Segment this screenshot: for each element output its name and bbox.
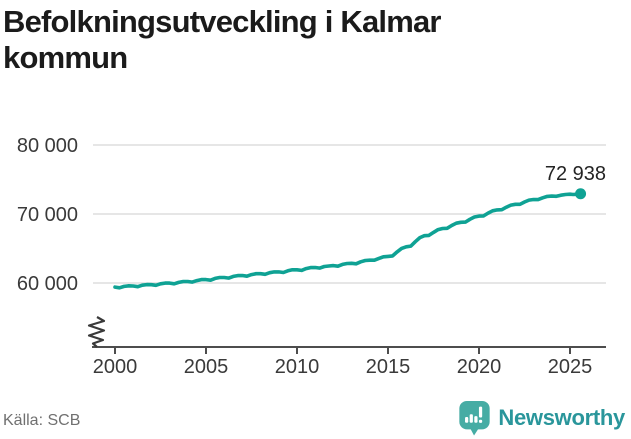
y-tick-label: 70 000: [17, 204, 78, 226]
chart-title: Befolkningsutveckling i Kalmar kommun: [3, 4, 441, 75]
x-tick-label: 2020: [457, 356, 502, 378]
source-label: Källa: SCB: [3, 412, 81, 429]
y-tick-label: 80 000: [17, 135, 78, 157]
x-tick-label: 2010: [275, 356, 320, 378]
newsworthy-chart-bubble-icon: [459, 400, 491, 436]
series-line: [113, 191, 583, 290]
y-tick-label: 60 000: [17, 273, 78, 295]
x-tick-label: 2005: [184, 356, 229, 378]
y-axis-labels: 60 000 70 000 80 000: [17, 135, 78, 295]
end-point-group: 72 938: [545, 163, 606, 200]
newsworthy-logo[interactable]: Newsworthy: [458, 400, 625, 436]
axis-break-icon: [87, 316, 106, 348]
end-point-dot: [575, 188, 587, 200]
series-line-group: [113, 191, 583, 290]
x-tick-label: 2025: [548, 356, 593, 378]
x-axis: 2000 2005 2010 2015 2020 2025: [92, 346, 606, 378]
newsworthy-logo-text: Newsworthy: [498, 405, 625, 430]
x-tick-label: 2000: [93, 356, 138, 378]
x-tick-label: 2015: [366, 356, 411, 378]
end-point-label: 72 938: [545, 163, 606, 185]
